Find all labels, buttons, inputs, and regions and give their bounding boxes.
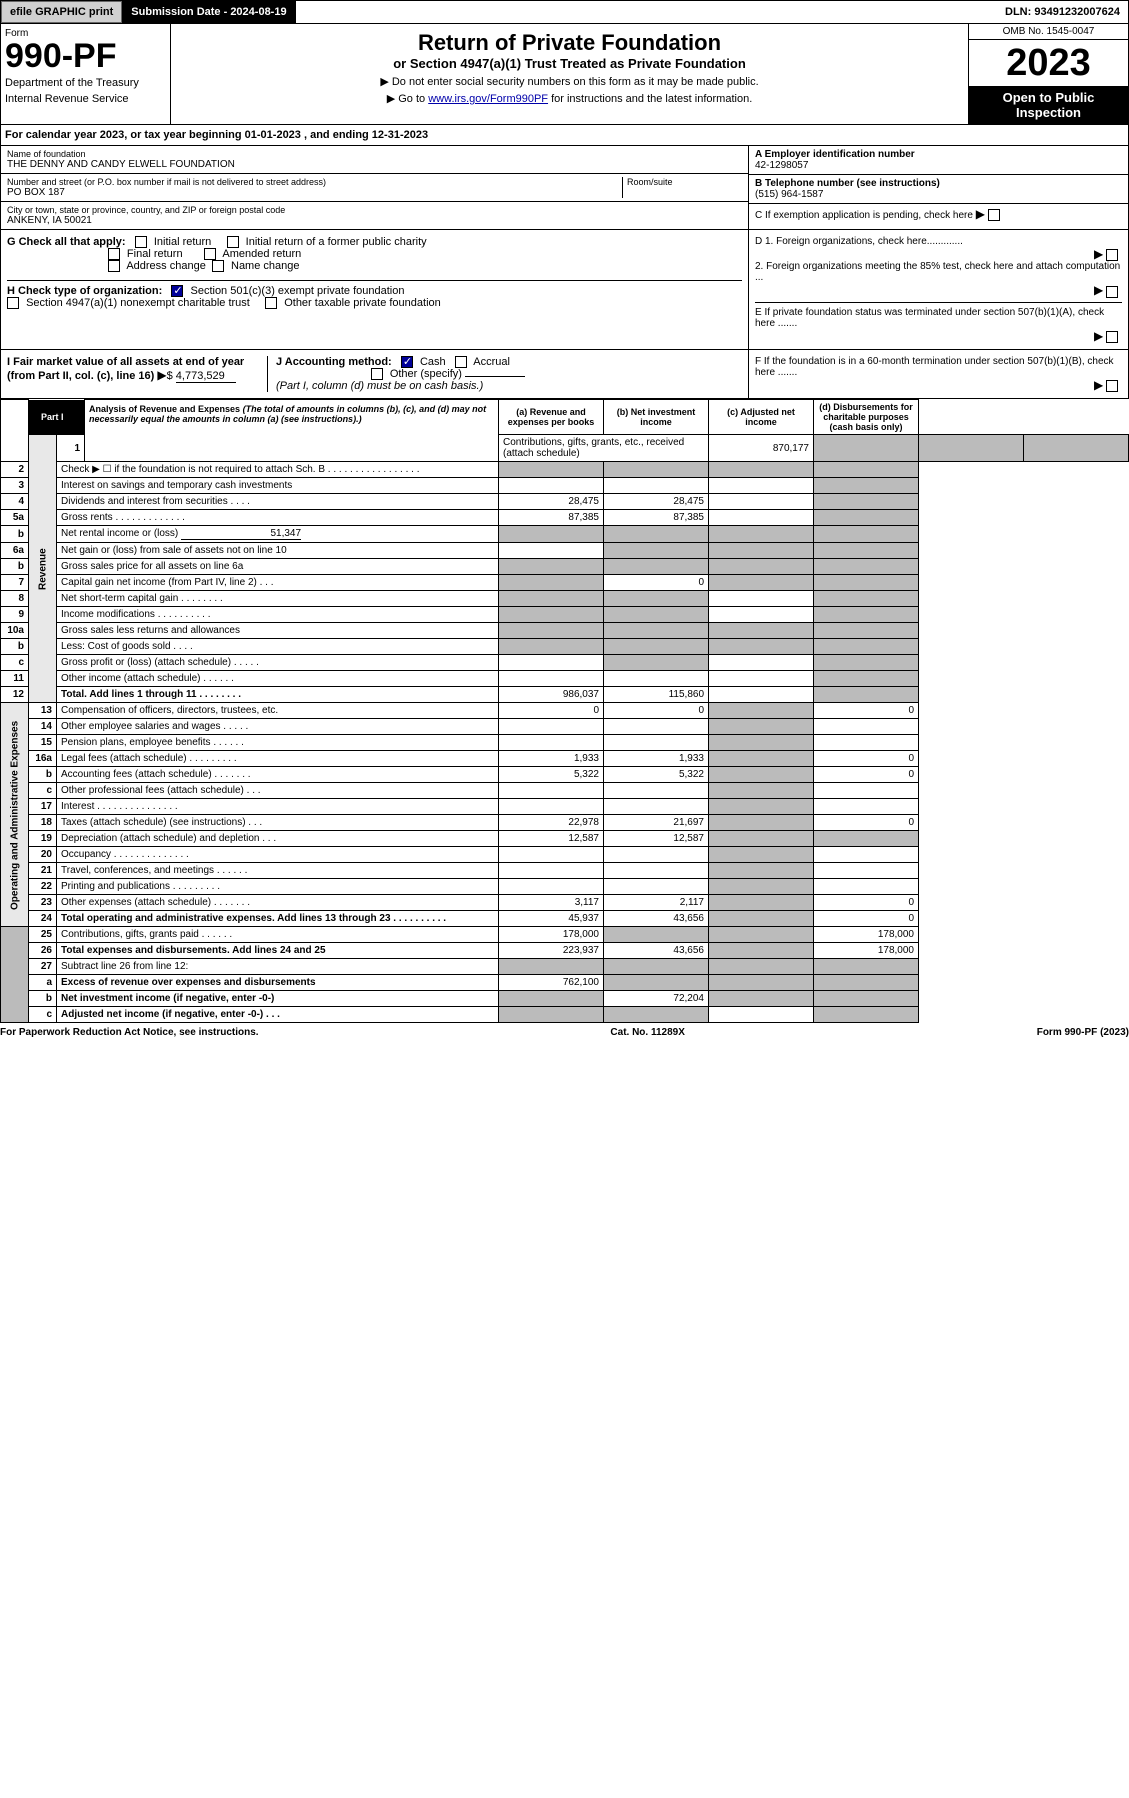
irs-label: Internal Revenue Service (5, 93, 166, 105)
form-subtitle: or Section 4947(a)(1) Trust Treated as P… (177, 56, 962, 71)
part1-label: Part I (33, 408, 72, 426)
top-bar: efile GRAPHIC print Submission Date - 20… (0, 0, 1129, 24)
phone-label: B Telephone number (see instructions) (755, 178, 1122, 189)
foundation-info: Name of foundation THE DENNY AND CANDY E… (0, 146, 1129, 230)
name-label: Name of foundation (7, 149, 742, 159)
h-501c3-checkbox[interactable] (171, 285, 183, 297)
col-a-header: (a) Revenue and expenses per books (499, 400, 604, 435)
analysis-table: Part I Analysis of Revenue and Expenses … (0, 399, 1129, 1023)
foundation-city: ANKENY, IA 50021 (7, 215, 742, 226)
g-label: G Check all that apply: (7, 236, 126, 248)
e-label: E If private foundation status was termi… (755, 302, 1122, 329)
omb-number: OMB No. 1545-0047 (969, 24, 1128, 40)
form-note-2: ▶ Go to www.irs.gov/Form990PF for instru… (177, 92, 962, 105)
foundation-name: THE DENNY AND CANDY ELWELL FOUNDATION (7, 159, 742, 170)
col-c-header: (c) Adjusted net income (709, 400, 814, 435)
calendar-year: For calendar year 2023, or tax year begi… (0, 125, 1129, 146)
expenses-label: Operating and Administrative Expenses (1, 703, 29, 927)
form-number: 990-PF (5, 39, 166, 73)
d1-label: D 1. Foreign organizations, check here..… (755, 236, 1122, 247)
d2-label: 2. Foreign organizations meeting the 85%… (755, 261, 1122, 283)
open-public: Open to Public Inspection (969, 86, 1128, 124)
ein-value: 42-1298057 (755, 160, 1122, 171)
col-b-header: (b) Net investment income (604, 400, 709, 435)
col-d-header: (d) Disbursements for charitable purpose… (814, 400, 919, 435)
section-i-j-f: I Fair market value of all assets at end… (0, 350, 1129, 399)
form-note-1: ▶ Do not enter social security numbers o… (177, 75, 962, 88)
j-note: (Part I, column (d) must be on cash basi… (276, 380, 483, 392)
city-label: City or town, state or province, country… (7, 205, 742, 215)
form-title: Return of Private Foundation (177, 30, 962, 56)
c-label: C If exemption application is pending, c… (755, 210, 973, 221)
f-label: F If the foundation is in a 60-month ter… (755, 356, 1122, 378)
form-header: Form 990-PF Department of the Treasury I… (0, 24, 1129, 125)
irs-link[interactable]: www.irs.gov/Form990PF (428, 93, 548, 105)
j-cash-checkbox[interactable] (401, 356, 413, 368)
i-value: 4,773,529 (176, 370, 236, 383)
ein-label: A Employer identification number (755, 149, 1122, 160)
footer-left: For Paperwork Reduction Act Notice, see … (0, 1027, 259, 1038)
efile-button[interactable]: efile GRAPHIC print (1, 1, 122, 23)
addr-label: Number and street (or P.O. box number if… (7, 177, 622, 187)
phone-value: (515) 964-1587 (755, 189, 1122, 200)
dept-treasury: Department of the Treasury (5, 77, 166, 89)
foundation-address: PO BOX 187 (7, 187, 622, 198)
h-label: H Check type of organization: (7, 285, 162, 297)
c-checkbox[interactable] (988, 209, 1000, 221)
footer-mid: Cat. No. 11289X (610, 1027, 684, 1038)
tax-year: 2023 (969, 40, 1128, 86)
submission-date: Submission Date - 2024-08-19 (122, 1, 295, 23)
revenue-label: Revenue (29, 435, 57, 703)
footer: For Paperwork Reduction Act Notice, see … (0, 1023, 1129, 1042)
section-g-h: G Check all that apply: Initial return I… (0, 230, 1129, 350)
footer-right: Form 990-PF (2023) (1037, 1027, 1129, 1038)
dln: DLN: 93491232007624 (997, 2, 1128, 22)
room-label: Room/suite (627, 177, 742, 187)
j-label: J Accounting method: (276, 356, 392, 368)
